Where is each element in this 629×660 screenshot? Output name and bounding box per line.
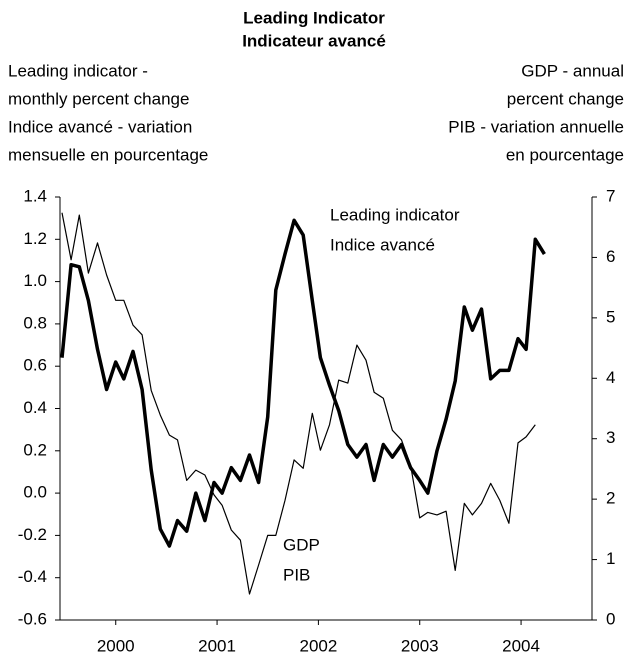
y-axis-label: monthly percent change	[8, 89, 189, 108]
y-tick-label: -0.2	[18, 525, 47, 544]
y-tick-label: 0.2	[23, 440, 47, 459]
y2-axis-label: en pourcentage	[506, 145, 624, 164]
y-tick-label: 1.2	[23, 229, 47, 248]
y2-tick-label: 2	[606, 489, 615, 508]
y-tick-label: -0.4	[18, 567, 47, 586]
y2-tick-label: 5	[606, 307, 615, 326]
y2-tick-label: 0	[606, 609, 615, 628]
y2-axis-label: percent change	[507, 89, 624, 108]
annotation: Indice avancé	[330, 235, 435, 254]
line-series	[61, 212, 536, 595]
x-tick-label: 2004	[502, 636, 540, 655]
y2-axis-label: PIB - variation annuelle	[448, 117, 624, 136]
y-axis-label: Leading indicator -	[8, 61, 148, 80]
x-tick-label: 2003	[401, 636, 439, 655]
y-tick-label: -0.6	[18, 609, 47, 628]
y2-tick-label: 4	[606, 368, 615, 387]
y2-tick-label: 3	[606, 428, 615, 447]
y-tick-label: 0.4	[23, 398, 47, 417]
y2-tick-label: 1	[606, 549, 615, 568]
y2-tick-label: 7	[606, 186, 615, 205]
annotation: Leading indicator	[330, 205, 460, 224]
y-tick-label: 1.0	[23, 271, 47, 290]
y-axis-label: Indice avancé - variation	[8, 117, 192, 136]
chart-title: Indicateur avancé	[242, 31, 386, 50]
line-series	[60, 218, 546, 548]
x-tick-label: 2000	[97, 636, 135, 655]
y-tick-label: 0.6	[23, 356, 47, 375]
chart-title: Leading Indicator	[243, 8, 385, 27]
y-tick-label: 1.4	[23, 186, 47, 205]
annotation: GDP	[283, 535, 320, 554]
y2-axis-label: GDP - annual	[521, 61, 624, 80]
x-tick-label: 2002	[299, 636, 337, 655]
annotation: PIB	[283, 565, 310, 584]
y-tick-label: 0.0	[23, 483, 47, 502]
y-tick-label: 0.8	[23, 313, 47, 332]
y2-tick-label: 6	[606, 247, 615, 266]
y-axis-label: mensuelle en pourcentage	[8, 145, 208, 164]
x-tick-label: 2001	[198, 636, 236, 655]
